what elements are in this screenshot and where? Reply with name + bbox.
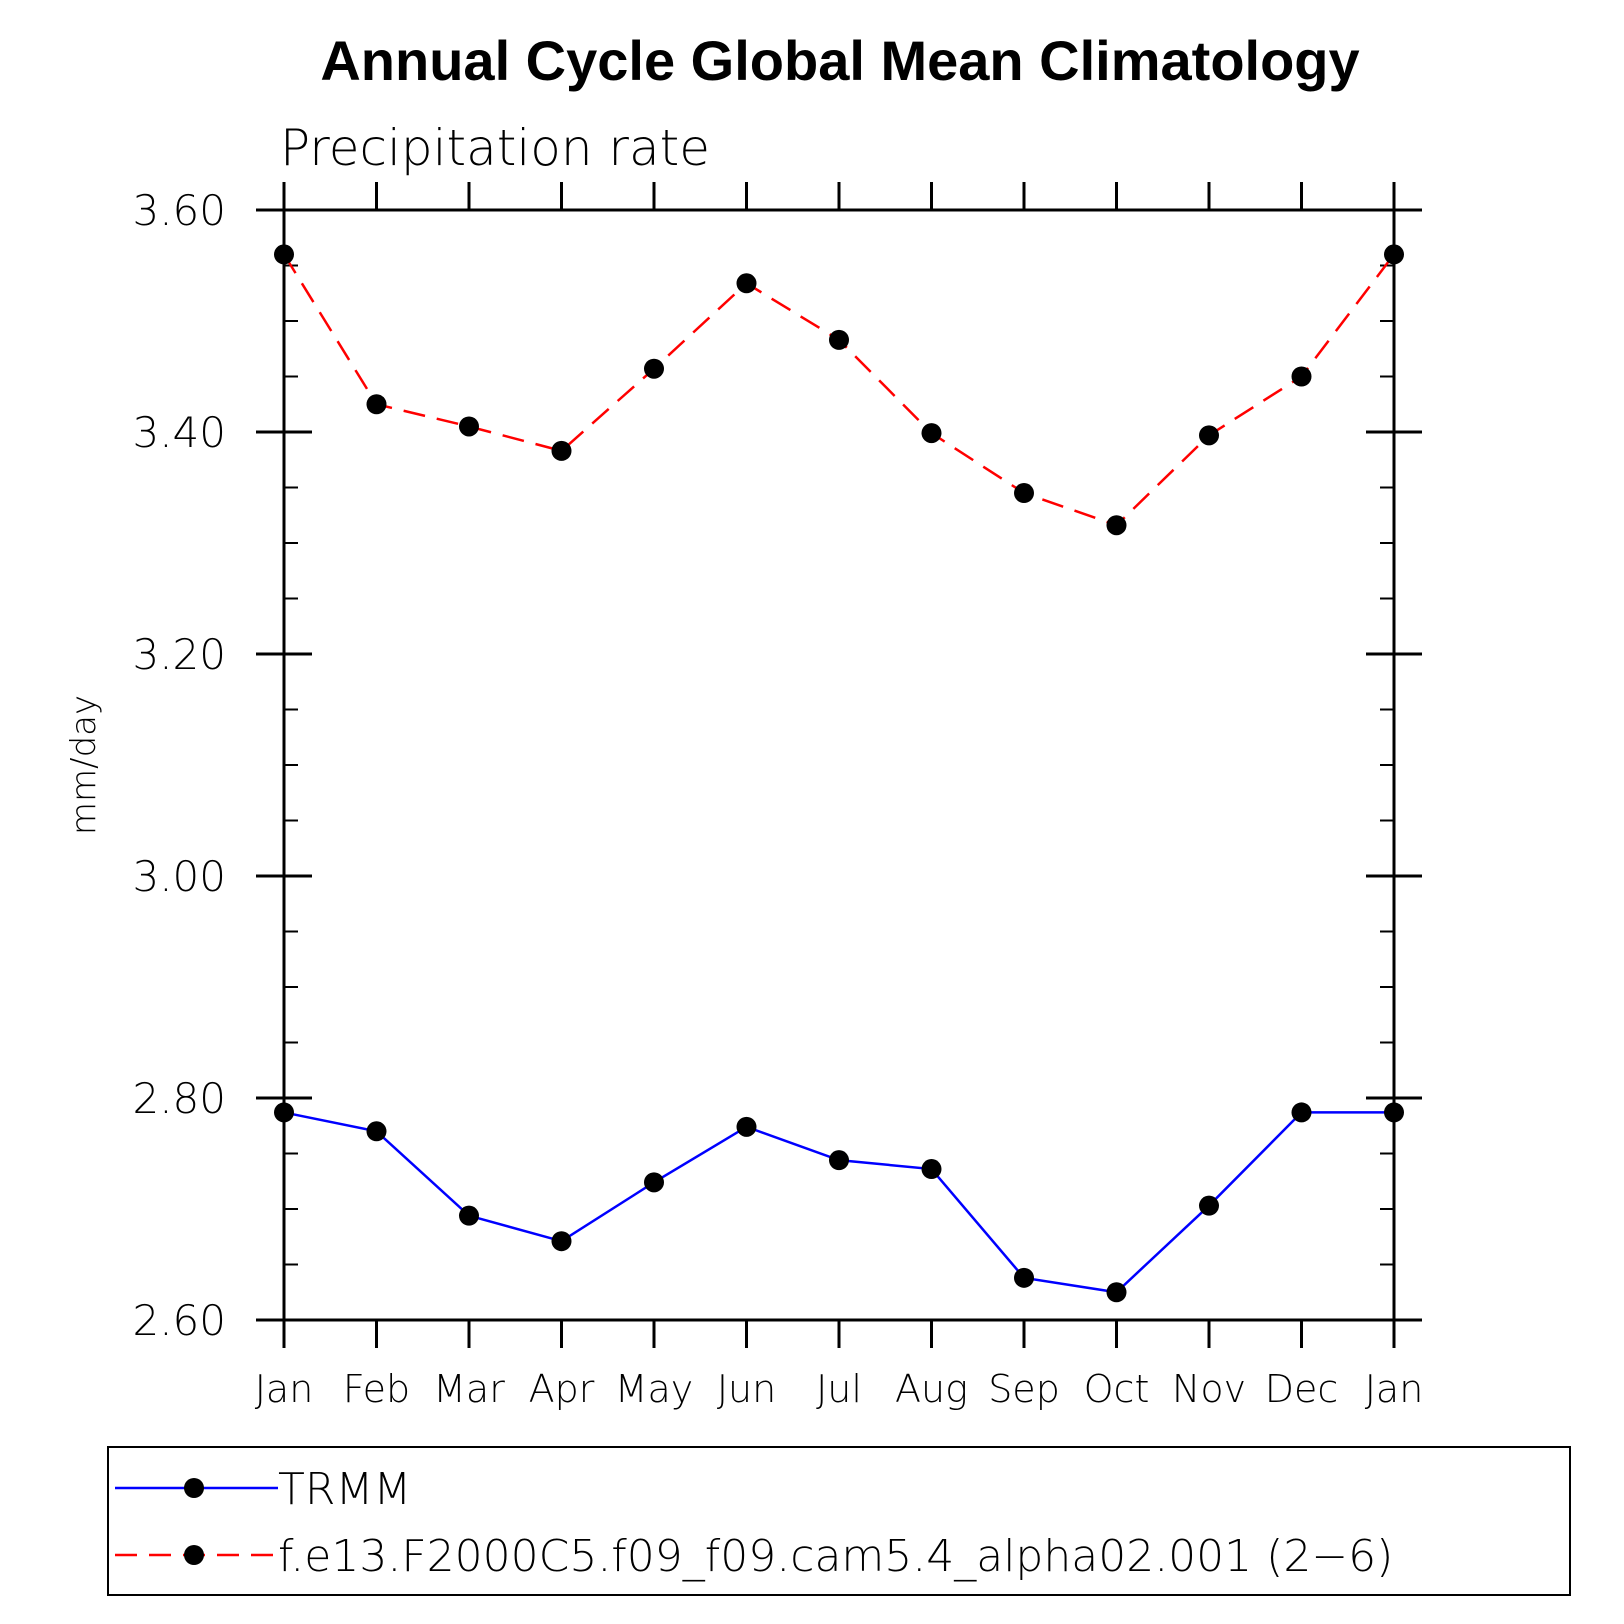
series-line-0: [283, 1111, 1394, 1294]
data-point-series-0: [1199, 1195, 1219, 1216]
data-point-series-1: [1384, 244, 1404, 265]
y-tick-label: 2.60: [132, 1296, 226, 1345]
x-tick-label: Sep: [988, 1367, 1060, 1411]
data-point-series-1: [459, 416, 479, 437]
y-tick-label: 3.60: [132, 186, 226, 235]
x-tick-label: Apr: [529, 1367, 595, 1411]
data-point-series-1: [1291, 366, 1312, 387]
data-point-series-1: [366, 394, 387, 415]
series-line-1: [282, 253, 1395, 527]
y-axis-label: mm/day: [64, 695, 104, 835]
data-point-series-0: [274, 1102, 294, 1123]
x-tick-label: Dec: [1265, 1367, 1339, 1411]
data-point-series-1: [644, 358, 664, 379]
data-point-series-0: [459, 1205, 479, 1226]
data-point-series-0: [829, 1150, 849, 1171]
data-point-series-0: [1384, 1102, 1404, 1123]
data-point-series-0: [1291, 1102, 1312, 1123]
x-tick-label: Jan: [255, 1367, 314, 1411]
x-tick-label: Feb: [343, 1367, 410, 1411]
x-tick-label: Aug: [895, 1367, 968, 1411]
legend: TRMM f.e13.F2000C5.f09_f09.cam5.4_alpha0…: [107, 1446, 1571, 1596]
data-point-series-1: [1014, 483, 1034, 504]
data-point-series-1: [274, 244, 294, 265]
x-tick-label: Jul: [816, 1367, 862, 1411]
data-point-series-0: [736, 1116, 757, 1137]
data-point-series-1: [829, 329, 849, 350]
legend-label-model: f.e13.F2000C5.f09_f09.cam5.4_alpha02.001…: [278, 1531, 1393, 1582]
chart-subtitle: Precipitation rate: [280, 119, 710, 177]
legend-label-trmm: TRMM: [278, 1464, 411, 1515]
data-point-series-0: [921, 1159, 942, 1180]
series-layer: [274, 244, 1404, 1303]
y-tick-label: 3.20: [132, 630, 226, 679]
y-tick-label: 3.00: [132, 852, 226, 901]
x-tick-label: May: [615, 1367, 694, 1411]
legend-box: [107, 1446, 1571, 1596]
x-tick-label: Jan: [1365, 1367, 1424, 1411]
data-point-series-0: [644, 1172, 664, 1193]
data-point-series-1: [551, 440, 572, 461]
data-point-series-1: [1199, 425, 1219, 446]
axis-tick-labels: Jan Feb Mar Apr May Jun Jul Aug Sep Oct Nov Dec Jan 2…: [132, 186, 1423, 1411]
x-tick-label: Oct: [1084, 1367, 1150, 1411]
y-tick-label: 2.80: [132, 1074, 226, 1123]
y-tick-label: 3.40: [132, 408, 226, 457]
data-point-series-1: [921, 423, 942, 444]
chart-title: Annual Cycle Global Mean Climatology: [320, 29, 1359, 92]
data-point-series-1: [736, 273, 757, 294]
legend-marker-trmm: [184, 1478, 204, 1498]
data-point-series-0: [1014, 1267, 1034, 1288]
data-point-series-1: [1106, 515, 1127, 536]
axis-ticks: [256, 182, 1422, 1348]
data-point-series-0: [366, 1121, 387, 1142]
legend-marker-model: [184, 1545, 204, 1565]
x-tick-label: Jun: [717, 1367, 776, 1411]
x-tick-label: Nov: [1172, 1367, 1246, 1411]
x-tick-label: Mar: [433, 1367, 505, 1411]
data-point-series-0: [551, 1231, 572, 1252]
data-point-series-0: [1106, 1282, 1127, 1303]
